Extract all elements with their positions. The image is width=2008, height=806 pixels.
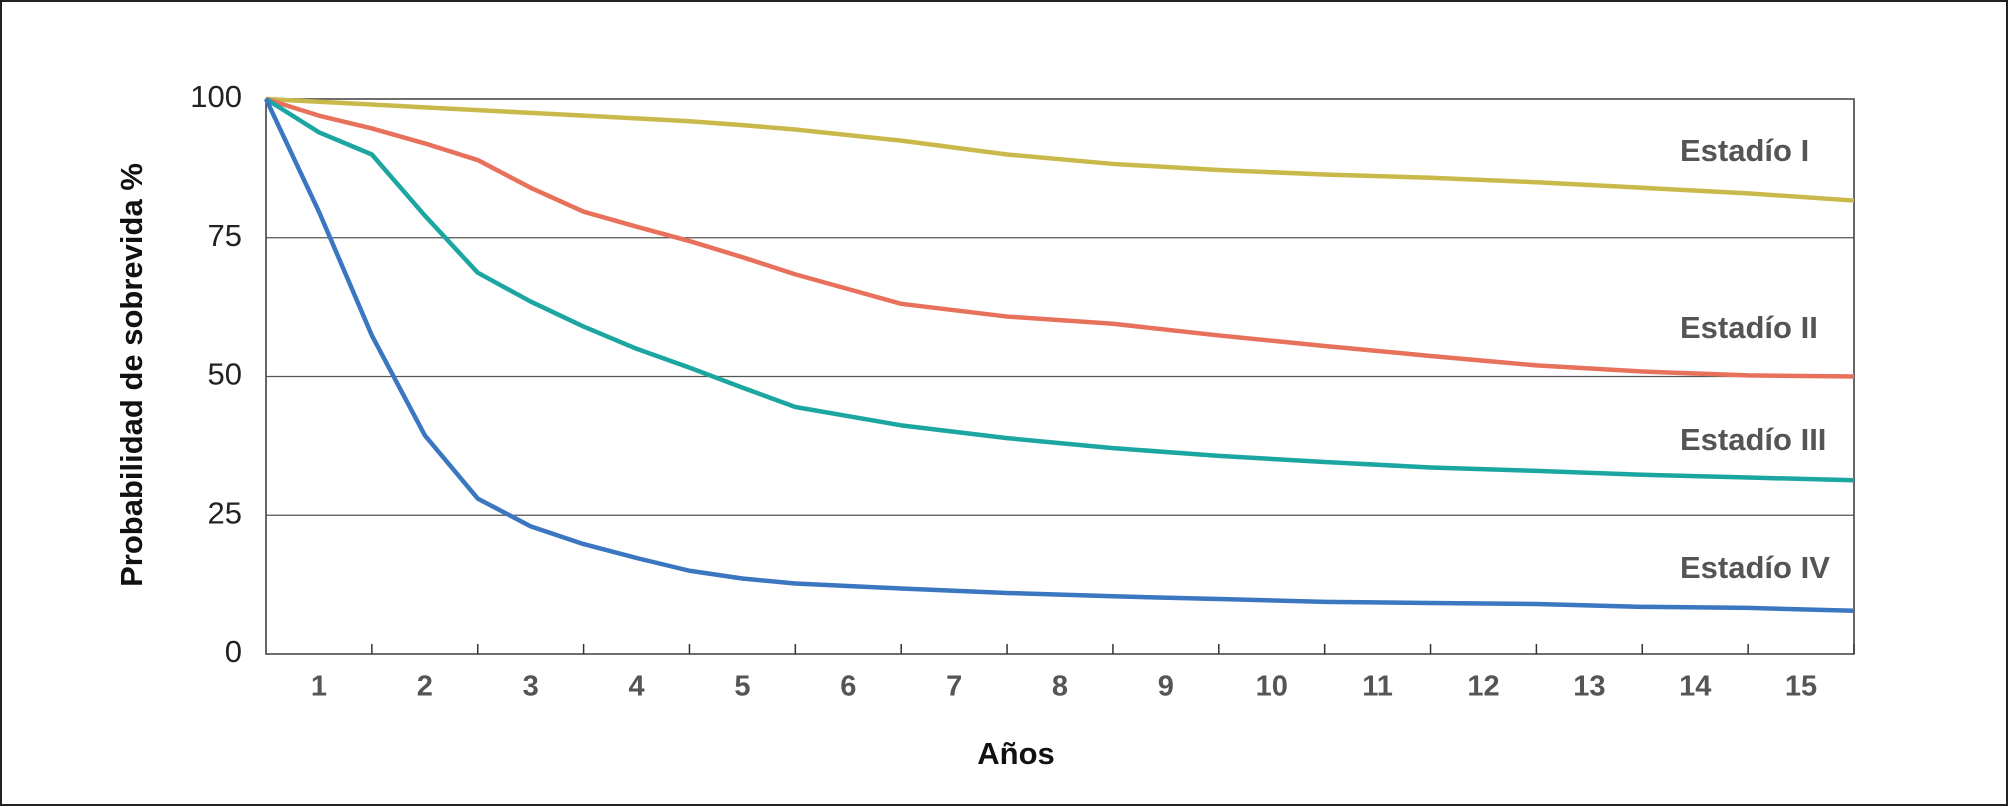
- x-tick-label: 5: [734, 671, 750, 703]
- series-line: [265, 96, 1855, 203]
- x-tick-label: 11: [1362, 671, 1393, 703]
- x-tick-label: 9: [1158, 671, 1174, 703]
- series-label: Estadío I: [1680, 133, 1809, 168]
- y-axis-label: Probabilidad de sobrevida %: [114, 163, 149, 587]
- y-tick-label: 25: [208, 495, 242, 530]
- x-tick-label: 15: [1785, 671, 1817, 703]
- y-tick-label: 0: [225, 634, 242, 669]
- series-line: [264, 97, 1855, 483]
- x-tick-label: 1: [311, 671, 327, 703]
- x-tick-label: 2: [417, 671, 433, 703]
- series-line: [265, 96, 1855, 379]
- x-tick-label: 4: [628, 671, 644, 703]
- x-tick-label: 12: [1467, 671, 1499, 703]
- series-label: Estadío II: [1680, 310, 1818, 345]
- x-tick-label: 3: [523, 671, 539, 703]
- x-tick-label: 6: [840, 671, 856, 703]
- y-tick-label: 75: [208, 218, 242, 253]
- y-tick-label: 50: [208, 357, 242, 392]
- y-tick-label: 100: [190, 79, 242, 114]
- series-label: Estadío IV: [1680, 550, 1830, 585]
- x-tick-label: 8: [1052, 671, 1068, 703]
- x-tick-label: 13: [1573, 671, 1605, 703]
- x-tick-label: 7: [946, 671, 962, 703]
- series-line: [263, 98, 1855, 613]
- x-axis-label: Años: [977, 736, 1055, 771]
- series-label: Estadío III: [1680, 422, 1826, 457]
- x-tick-label: 14: [1679, 671, 1711, 703]
- x-tick-label: 10: [1256, 671, 1288, 703]
